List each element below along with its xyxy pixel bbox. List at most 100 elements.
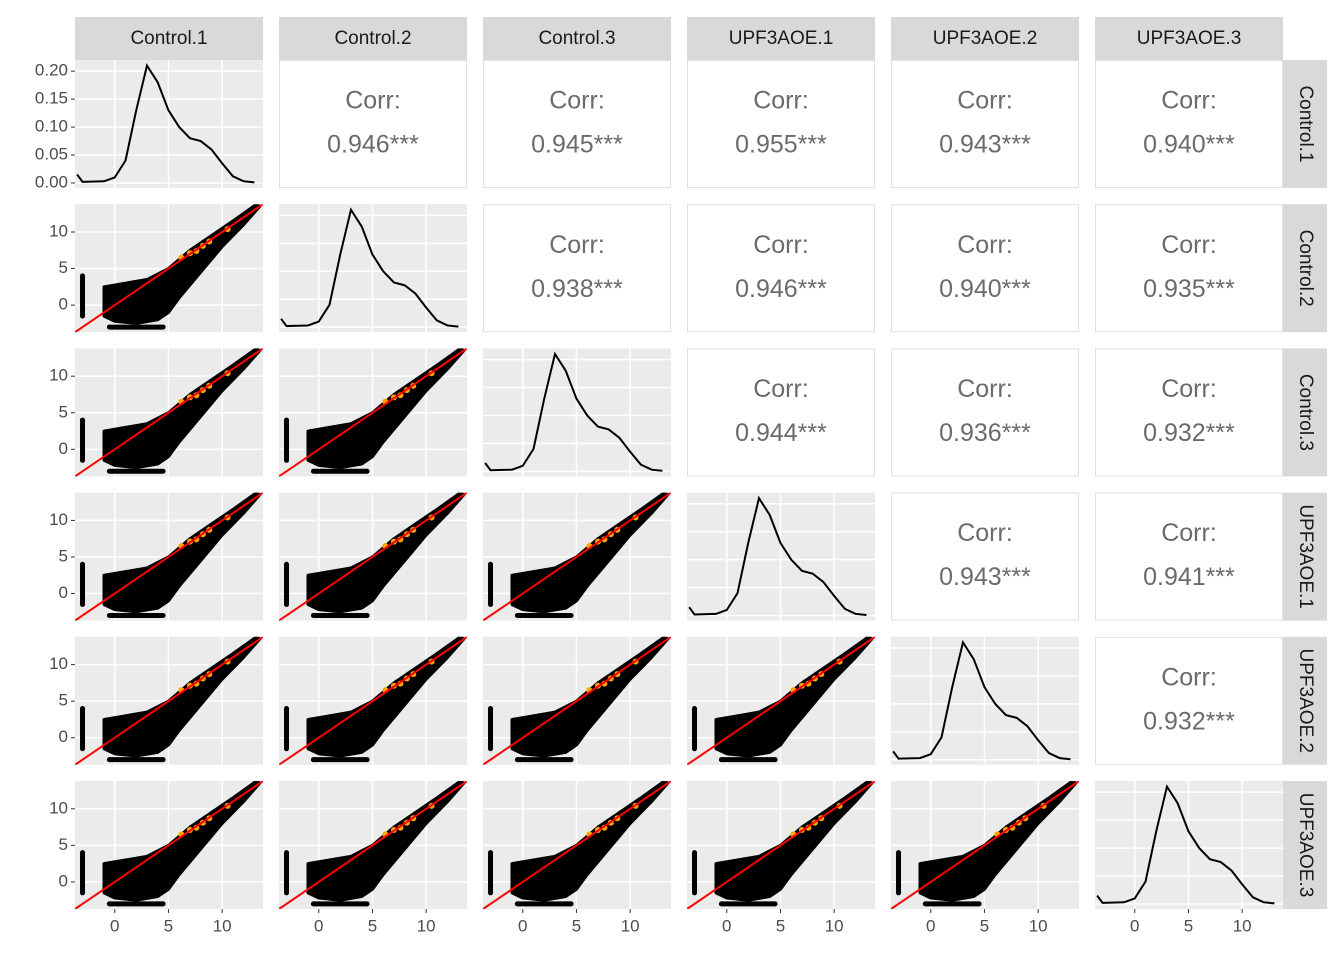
corr-panel <box>891 492 1079 621</box>
fit-line <box>483 636 671 765</box>
y-tick-label: 10 <box>49 221 68 240</box>
panel <box>891 781 1079 909</box>
x-tick-label: 5 <box>980 916 989 935</box>
y-tick-label: 0 <box>59 727 68 746</box>
fit-line <box>75 348 263 477</box>
y-tick-label: 5 <box>59 546 68 565</box>
density-line <box>688 495 867 617</box>
corr-label: Corr: <box>1161 87 1217 115</box>
row-label: UPF3AOE.3 <box>1295 793 1316 898</box>
density-line <box>892 639 1071 761</box>
row-strip <box>1283 204 1327 333</box>
row-label: Control.2 <box>1295 230 1316 307</box>
fit-line <box>279 348 467 477</box>
panel <box>75 781 263 909</box>
fit-line <box>687 781 875 909</box>
x-tick-label: 10 <box>621 916 640 935</box>
fit-line <box>75 492 263 621</box>
y-tick-label: 0 <box>59 583 68 602</box>
corr-label: Corr: <box>957 375 1013 403</box>
y-tick-label: 0 <box>59 871 68 890</box>
y-tick-label: 0.00 <box>35 172 68 191</box>
row-strip <box>1283 348 1327 477</box>
row-strip <box>1283 636 1327 765</box>
fit-line <box>279 636 467 765</box>
column-label: Control.3 <box>538 28 615 49</box>
corr-label: Corr: <box>345 87 401 115</box>
x-tick-label: 10 <box>825 916 844 935</box>
corr-value: 0.943*** <box>939 563 1031 591</box>
x-tick-label: 5 <box>368 916 377 935</box>
column-strip <box>483 17 671 60</box>
row-label: Control.3 <box>1295 374 1316 451</box>
fit-line <box>483 492 671 621</box>
y-tick-label: 0.15 <box>35 89 68 108</box>
panel <box>279 204 467 333</box>
panel <box>483 636 671 765</box>
column-label: Control.1 <box>130 28 207 49</box>
row-label: Control.1 <box>1295 85 1316 162</box>
corr-value: 0.940*** <box>939 275 1031 303</box>
y-tick-label: 0 <box>59 295 68 314</box>
panel <box>75 348 263 477</box>
fit-line <box>75 636 263 765</box>
column-label: UPF3AOE.3 <box>1137 28 1242 49</box>
row-label: UPF3AOE.1 <box>1295 504 1316 609</box>
corr-label: Corr: <box>957 231 1013 259</box>
panel <box>75 60 263 188</box>
panel <box>75 636 263 765</box>
column-label: Control.2 <box>334 28 411 49</box>
corr-panel <box>891 348 1079 477</box>
corr-label: Corr: <box>753 231 809 259</box>
panel <box>483 348 671 477</box>
panel <box>1095 781 1283 909</box>
corr-panel <box>891 60 1079 188</box>
panel <box>687 492 875 621</box>
row-strip <box>1283 781 1327 909</box>
corr-label: Corr: <box>1161 519 1217 547</box>
panel <box>687 636 875 765</box>
x-tick-label: 10 <box>1029 916 1048 935</box>
corr-value: 0.944*** <box>735 419 827 447</box>
corr-label: Corr: <box>1161 231 1217 259</box>
row-label: UPF3AOE.2 <box>1295 649 1316 754</box>
x-tick-label: 5 <box>164 916 173 935</box>
corr-panel <box>1095 636 1283 765</box>
y-tick-label: 10 <box>49 654 68 673</box>
y-tick-label: 5 <box>59 402 68 421</box>
corr-panel <box>1095 492 1283 621</box>
panel <box>891 636 1079 765</box>
x-tick-label: 10 <box>213 916 232 935</box>
column-strip <box>687 17 875 60</box>
corr-value: 0.935*** <box>1143 275 1235 303</box>
corr-value: 0.943*** <box>939 131 1031 159</box>
y-tick-label: 0.05 <box>35 145 68 164</box>
panel <box>279 636 467 765</box>
panel <box>75 492 263 621</box>
corr-value: 0.941*** <box>1143 563 1235 591</box>
fit-line <box>279 492 467 621</box>
corr-label: Corr: <box>549 231 605 259</box>
y-tick-label: 0.20 <box>35 61 68 80</box>
corr-panel <box>483 204 671 333</box>
corr-value: 0.932*** <box>1143 419 1235 447</box>
corr-label: Corr: <box>1161 663 1217 691</box>
row-strip <box>1283 60 1327 188</box>
corr-label: Corr: <box>957 87 1013 115</box>
fit-line <box>75 204 263 333</box>
corr-value: 0.946*** <box>327 131 419 159</box>
y-tick-label: 10 <box>49 510 68 529</box>
x-tick-label: 5 <box>1184 916 1193 935</box>
y-tick-label: 5 <box>59 258 68 277</box>
row-strip <box>1283 492 1327 621</box>
corr-panel <box>687 60 875 188</box>
corr-panel <box>687 348 875 477</box>
corr-value: 0.955*** <box>735 131 827 159</box>
corr-value: 0.945*** <box>531 131 623 159</box>
density-line <box>280 207 459 328</box>
column-label: UPF3AOE.2 <box>933 28 1038 49</box>
x-tick-label: 0 <box>314 916 323 935</box>
corr-label: Corr: <box>753 375 809 403</box>
corr-panel <box>1095 60 1283 188</box>
